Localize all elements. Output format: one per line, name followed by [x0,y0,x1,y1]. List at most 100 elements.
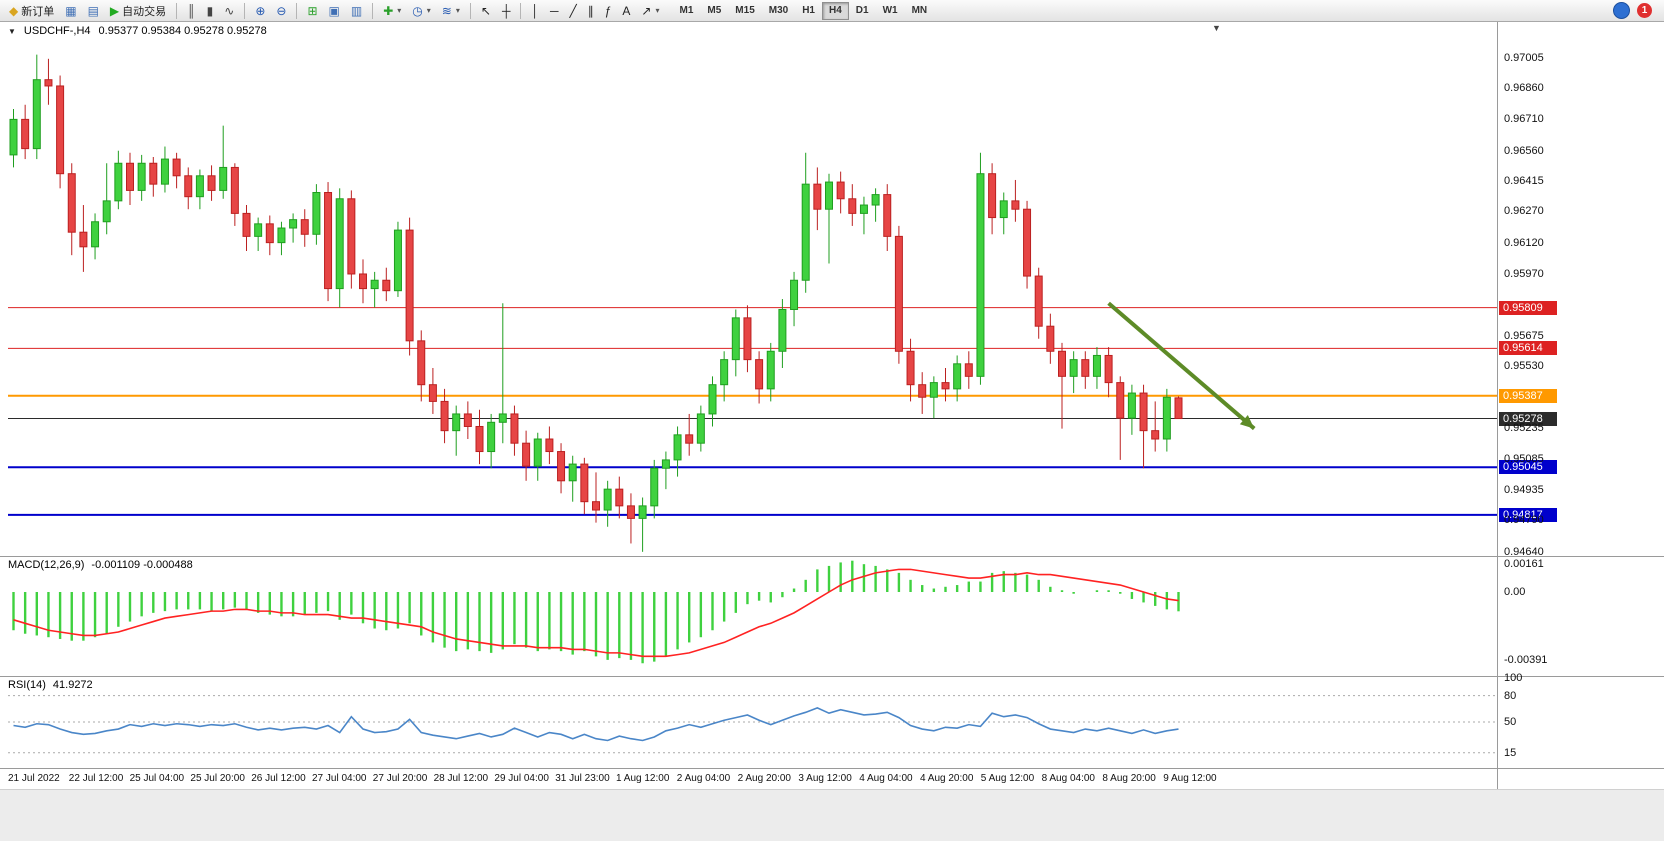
line-chart-icon: ∿ [224,3,235,18]
rsi-axis-label: 80 [1504,689,1517,702]
clock-icon: ◷ [412,3,423,18]
timeframe-m5-button[interactable]: M5 [707,4,722,16]
tile-windows-button[interactable]: ⊞ [302,1,322,21]
auto-trading-button[interactable]: ▶ 自动交易 [105,1,171,21]
indicators-button[interactable]: ≋ ▾ [437,1,465,21]
price-badge-0.95045: 0.95045 [1499,460,1557,475]
rsi-axis-label: 15 [1504,746,1517,759]
cascade-windows-button[interactable]: ▣ [324,1,345,21]
notification-badge[interactable]: 1 [1637,3,1652,18]
time-axis-label: 26 Jul 12:00 [251,773,306,784]
rsi-layer [13,707,1179,742]
chart-windows-button[interactable]: ▦ [60,1,81,21]
zoom-in-icon: ⊕ [255,3,266,18]
time-axis-label: 27 Jul 20:00 [372,773,428,784]
rsi-levels [8,695,1497,754]
time-axis-label: 9 Aug 12:00 [1163,773,1217,784]
price-axis-label: 0.97005 [1504,51,1544,64]
new-order-button[interactable]: ◆ 新订单 [4,1,59,21]
chart-canvas[interactable] [0,22,1664,790]
time-axis-label: 25 Jul 04:00 [129,773,185,784]
channel-button[interactable]: ∥ [583,1,599,21]
timeframe-m30-button[interactable]: M30 [768,4,789,16]
price-badge-0.95809: 0.95809 [1499,300,1557,315]
macd-panel-separator[interactable] [0,556,1664,557]
profiles-icon: ▤ [87,3,99,18]
rsi-panel-separator[interactable] [0,676,1664,677]
toolbar-separator [520,2,522,19]
candlestick-mode-button[interactable]: ▮ [202,1,219,21]
crosshair-button[interactable]: ┼ [497,1,516,21]
timeframe-m1-button[interactable]: M1 [679,4,694,16]
symbol-period-label: USDCHF-,H4 [23,25,91,37]
new-order-icon: ◆ [9,3,19,18]
time-axis-label: 21 Jul 2022 [8,773,60,784]
trendline-button[interactable]: ╱ [564,1,581,21]
toolbar-right: 1 [1613,2,1660,19]
trend-arrow[interactable] [1107,301,1256,431]
time-axis-label: 28 Jul 12:00 [433,773,489,784]
vertical-line-icon: │ [531,3,539,18]
one-click-trading-arrow-icon[interactable]: ▼ [8,26,16,36]
chart-windows-icon: ▦ [65,3,77,18]
timeframe-w1-button[interactable]: W1 [882,4,898,16]
channel-icon: ∥ [587,3,594,18]
time-axis-label: 8 Aug 20:00 [1102,773,1156,784]
rsi-axis-label: 100 [1504,672,1523,684]
new-chart-button[interactable]: ✚ ▾ [378,1,406,21]
price-badge-0.95387: 0.95387 [1499,388,1557,403]
fibonacci-button[interactable]: ƒ [600,1,617,21]
price-axis-label: 0.95530 [1504,359,1544,372]
price-axis[interactable]: 0.95809 0.95614 0.95387 0.95278 0.95045 0.948… [1498,0,1664,790]
zoom-in-button[interactable]: ⊕ [250,1,270,21]
time-axis-label: 22 Jul 12:00 [68,773,124,784]
dropdown-arrow-icon: ▾ [455,6,460,15]
vertical-line-button[interactable]: │ [526,1,544,21]
cascade-windows-icon: ▣ [328,3,340,18]
periods-button[interactable]: ◷ ▾ [407,1,436,21]
price-axis-label: 0.95085 [1504,452,1544,465]
crosshair-icon: ┼ [501,3,511,18]
horizontal-line-button[interactable]: ─ [545,1,564,21]
time-axis-label: 31 Jul 23:00 [555,773,610,784]
bar-chart-mode-button[interactable]: ║ [182,1,201,21]
price-axis-label: 0.94935 [1504,484,1544,497]
toolbar-separator [469,2,471,19]
auto-trading-label: 自动交易 [122,5,167,18]
time-axis-label: 5 Aug 12:00 [980,773,1035,784]
price-badge-0.94817: 0.94817 [1499,507,1557,522]
timeframe-m15-button[interactable]: M15 [735,4,755,16]
macd-panel-title: MACD(12,26,9) -0.001109 -0.000488 [8,559,193,571]
arrows-icon: ↗ [641,3,652,18]
cursor-button[interactable]: ↖ [476,1,496,21]
rsi-panel-title: RSI(14) 41.9272 [8,679,93,691]
timeframe-h1-button[interactable]: H1 [802,4,815,16]
line-chart-mode-button[interactable]: ∿ [219,1,239,21]
arrange-windows-button[interactable]: ▥ [346,1,367,21]
candles-layer [9,54,1183,552]
chart-header: ▼ USDCHF-,H4 0.95377 0.95384 0.95278 0.9… [8,25,267,37]
hlines-layer[interactable] [8,307,1497,516]
price-axis-label: 0.94640 [1504,545,1544,558]
toolbar-separator [244,2,246,19]
timeframe-h4-button[interactable]: H4 [822,1,849,20]
timeframe-d1-button[interactable]: D1 [855,4,869,16]
zoom-out-button[interactable]: ⊖ [271,1,291,21]
arrows-tool-button[interactable]: ↗ ▾ [636,1,664,21]
dropdown-arrow-icon: ▾ [397,6,402,15]
arrange-windows-icon: ▥ [350,3,363,18]
time-axis-label: 1 Aug 12:00 [616,773,670,784]
macd-axis-label: -0.00391 [1504,653,1548,666]
fibonacci-icon: ƒ [604,3,612,18]
candlestick-chart-icon: ▮ [206,3,214,18]
timeframe-mn-button[interactable]: MN [911,4,928,16]
profiles-button[interactable]: ▤ [83,1,104,21]
toolbar-buttons: ◆ 新订单 ▦ ▤ ▶ 自动交易 ║ ▮ ∿ ⊕ ⊖ ⊞ ▣ ▥ ✚ ▾ ◷ ▾ ≋ ▾ ↖ ┼ │ ─ ╱ ∥ ƒ A ↗ ▾ [4,1,664,21]
price-axis-label: 0.96415 [1504,175,1544,187]
dropdown-arrow-icon: ▾ [426,6,431,15]
rsi-axis-label: 50 [1504,716,1517,728]
text-label-button[interactable]: A [617,1,635,21]
community-icon[interactable] [1613,2,1630,19]
price-axis-label: 0.96270 [1504,205,1544,218]
time-axis[interactable]: 21 Jul 2022 22 Jul 12:00 25 Jul 04:00 25 Ju… [0,769,1497,789]
